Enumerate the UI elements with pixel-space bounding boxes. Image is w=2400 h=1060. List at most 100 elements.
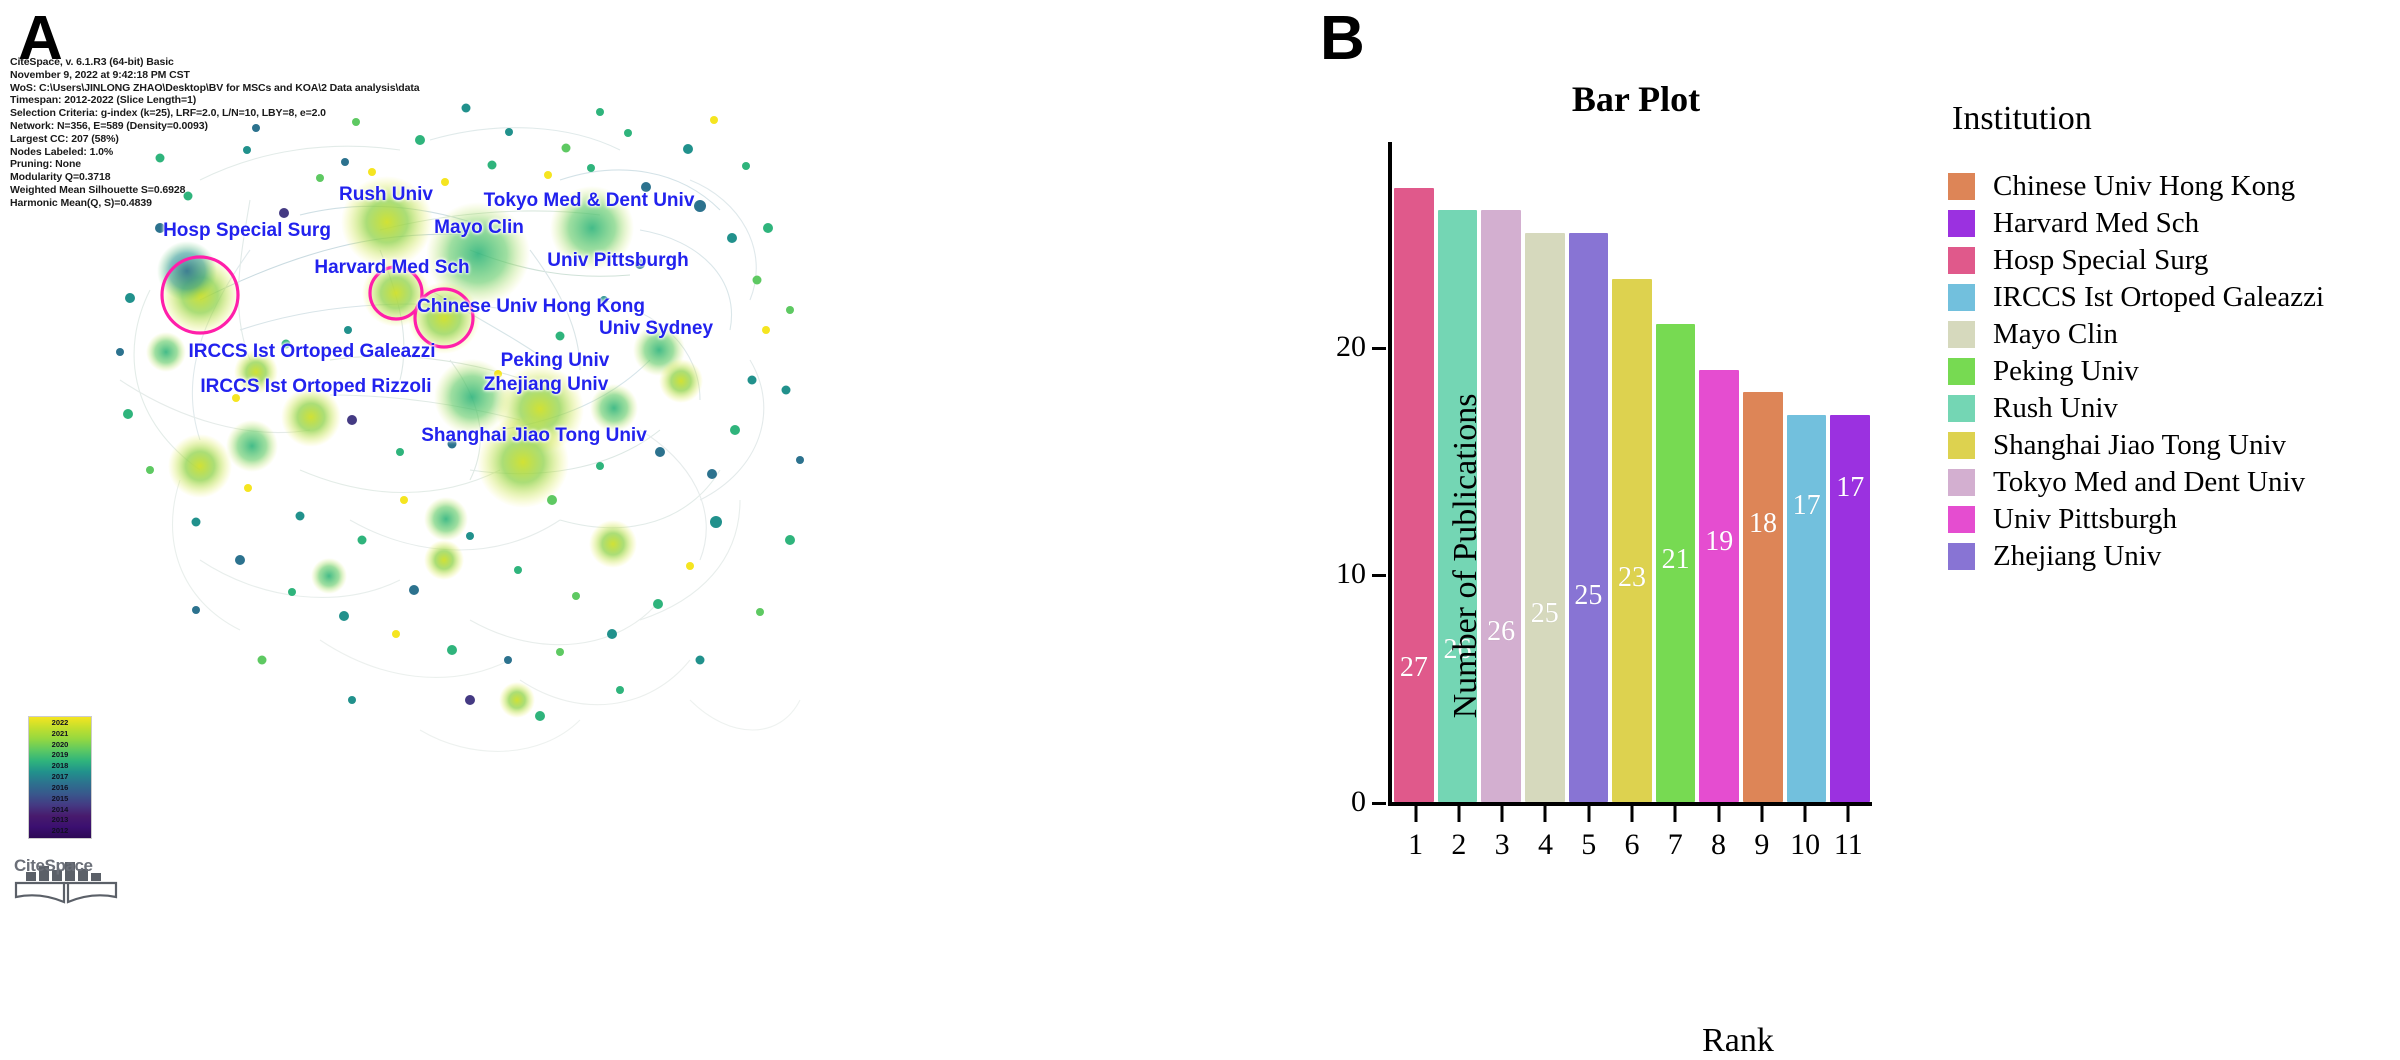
legend-swatch bbox=[1948, 247, 1975, 274]
x-axis-tick-label: 6 bbox=[1624, 828, 1640, 861]
panel-a-label: A bbox=[18, 4, 63, 73]
x-axis-tick bbox=[1457, 806, 1461, 822]
bar-value-label: 17 bbox=[1836, 472, 1865, 503]
bar-value-label: 26 bbox=[1487, 616, 1516, 647]
bar[interactable]: 17 bbox=[1786, 415, 1827, 802]
citespace-wordmark: CiteSpace bbox=[14, 856, 93, 875]
legend-label: Tokyo Med and Dent Univ bbox=[1993, 466, 2306, 498]
legend-swatch bbox=[1948, 358, 1975, 385]
legend-swatch bbox=[1948, 321, 1975, 348]
bar-value-label: 17 bbox=[1792, 490, 1821, 521]
x-axis-tick bbox=[1414, 806, 1418, 822]
bar[interactable]: 26 bbox=[1437, 210, 1478, 802]
legend-swatch bbox=[1948, 210, 1975, 237]
year-legend-entry: 2012 bbox=[51, 826, 69, 836]
x-axis-tick-label: 8 bbox=[1711, 828, 1727, 861]
year-legend-entry: 2022 bbox=[51, 718, 69, 727]
x-axis-tick-label: 10 bbox=[1790, 828, 1821, 861]
bar[interactable]: 23 bbox=[1612, 278, 1652, 802]
legend-item[interactable]: Shanghai Jiao Tong Univ bbox=[1948, 427, 2388, 464]
panel-b-label: B bbox=[1320, 4, 1365, 73]
bar[interactable]: 19 bbox=[1699, 369, 1740, 802]
x-axis-tick bbox=[1673, 806, 1677, 822]
legend-item[interactable]: Peking Univ bbox=[1948, 353, 2388, 390]
bar[interactable]: 27 bbox=[1394, 187, 1434, 802]
bar-value-label: 19 bbox=[1705, 526, 1734, 557]
network-node-label: Mayo Clin bbox=[434, 217, 524, 238]
legend-swatch bbox=[1948, 432, 1975, 459]
bar-value-label: 25 bbox=[1574, 580, 1603, 611]
legend-item[interactable]: Rush Univ bbox=[1948, 390, 2388, 427]
x-axis-tick bbox=[1846, 806, 1850, 822]
metadata-line: CiteSpace, v. 6.1.R3 (64-bit) Basic bbox=[10, 56, 174, 68]
legend-label: Univ Pittsburgh bbox=[1993, 503, 2177, 535]
chart-title: Bar Plot bbox=[1571, 79, 1701, 119]
x-axis-tick bbox=[1803, 806, 1807, 822]
x-axis-tick-label: 3 bbox=[1494, 828, 1510, 861]
chart-legend: Institution Chinese Univ Hong Kong Harvar… bbox=[1948, 100, 2388, 575]
legend-item[interactable]: Harvard Med Sch bbox=[1948, 205, 2388, 242]
x-axis-tick-label: 11 bbox=[1833, 828, 1863, 861]
citespace-logo: CiteSpace bbox=[12, 856, 122, 926]
network-node-label: Harvard Med Sch bbox=[314, 257, 470, 278]
network-node-label: Rush Univ bbox=[339, 184, 433, 205]
metadata-line: Weighted Mean Silhouette S=0.6928 bbox=[10, 183, 186, 196]
network-node-label: IRCCS Ist Ortoped Galeazzi bbox=[188, 341, 436, 362]
year-legend-entry: 2014 bbox=[51, 804, 69, 814]
bar[interactable]: 21 bbox=[1655, 324, 1696, 802]
x-axis-tick-label: 5 bbox=[1581, 828, 1597, 861]
legend-label: Shanghai Jiao Tong Univ bbox=[1993, 429, 2287, 461]
y-axis-tick bbox=[1372, 802, 1386, 805]
year-legend-entry: 2017 bbox=[51, 772, 69, 782]
y-axis-tick-label: 0 bbox=[1351, 785, 1366, 818]
citespace-network-graph bbox=[116, 103, 804, 752]
x-axis-tick-label: 1 bbox=[1408, 828, 1424, 861]
x-axis-tick bbox=[1717, 806, 1721, 822]
metadata-line: Timespan: 2012-2022 (Slice Length=1) bbox=[10, 94, 197, 107]
bar-value-label: 21 bbox=[1661, 544, 1690, 575]
legend-swatch bbox=[1948, 469, 1975, 496]
legend-label: Hosp Special Surg bbox=[1993, 244, 2209, 276]
legend-swatch bbox=[1948, 284, 1975, 311]
bar[interactable]: 25 bbox=[1524, 233, 1565, 802]
bar-value-label: 23 bbox=[1618, 562, 1647, 593]
legend-swatch bbox=[1948, 395, 1975, 422]
bar[interactable]: 17 bbox=[1830, 415, 1871, 802]
bar[interactable]: 26 bbox=[1481, 210, 1521, 802]
network-node-label: Tokyo Med & Dent Univ bbox=[483, 190, 695, 211]
legend-item[interactable]: Tokyo Med and Dent Univ bbox=[1948, 464, 2388, 501]
legend-item[interactable]: Hosp Special Surg bbox=[1948, 242, 2388, 279]
x-axis-title: Rank bbox=[1702, 1022, 1774, 1059]
metadata-line: WoS: C:\Users\JINLONG ZHAO\Desktop\BV fo… bbox=[10, 81, 420, 94]
legend-label: Peking Univ bbox=[1993, 355, 2139, 387]
legend-item[interactable]: Zhejiang Univ bbox=[1948, 538, 2388, 575]
x-axis-tick bbox=[1760, 806, 1764, 822]
bar[interactable]: 25 bbox=[1568, 233, 1609, 802]
legend-item[interactable]: Mayo Clin bbox=[1948, 316, 2388, 353]
bar-value-label: 26 bbox=[1443, 634, 1472, 665]
x-axis-tick bbox=[1587, 806, 1591, 822]
legend-label: Chinese Univ Hong Kong bbox=[1993, 170, 2296, 202]
network-node-label: IRCCS Ist Ortoped Rizzoli bbox=[200, 376, 432, 397]
legend-item[interactable]: IRCCS Ist Ortoped Galeazzi bbox=[1948, 279, 2388, 316]
legend-item[interactable]: Chinese Univ Hong Kong bbox=[1948, 168, 2388, 205]
legend-title: Institution bbox=[1952, 100, 2092, 137]
year-legend-entry: 2018 bbox=[51, 761, 69, 771]
x-axis-tick bbox=[1543, 806, 1547, 822]
legend-label: Rush Univ bbox=[1993, 392, 2118, 424]
bar-series: 27 26 26 25 25 23 21 19 18 17 17 bbox=[1392, 142, 1872, 802]
metadata-line: Modularity Q=0.3718 bbox=[10, 171, 111, 184]
bar[interactable]: 18 bbox=[1743, 392, 1783, 802]
panel-b-bar-chart: B Bar Plot 0 10 20 27 26 26 25 25 23 21 19 18 17 17 … bbox=[1196, 0, 2400, 1060]
legend-item[interactable]: Univ Pittsburgh bbox=[1948, 501, 2388, 538]
citespace-metadata-block: CiteSpace, v. 6.1.R3 (64-bit) Basic Novem… bbox=[10, 56, 420, 210]
bar-value-label: 18 bbox=[1748, 508, 1777, 539]
bar-value-label: 25 bbox=[1530, 598, 1559, 629]
year-legend-entry: 2019 bbox=[51, 750, 69, 760]
metadata-line: Selection Criteria: g-index (k=25), LRF=… bbox=[10, 107, 326, 120]
year-color-legend: 2022 2021 2020 2019 2018 2017 2016 2015 2014 2013… bbox=[28, 716, 92, 839]
year-legend-entry: 2016 bbox=[51, 782, 69, 792]
y-axis-title: Number of Publications bbox=[1447, 393, 1484, 719]
x-axis-tick-label: 4 bbox=[1537, 828, 1553, 861]
year-legend-entry: 2015 bbox=[51, 793, 69, 803]
